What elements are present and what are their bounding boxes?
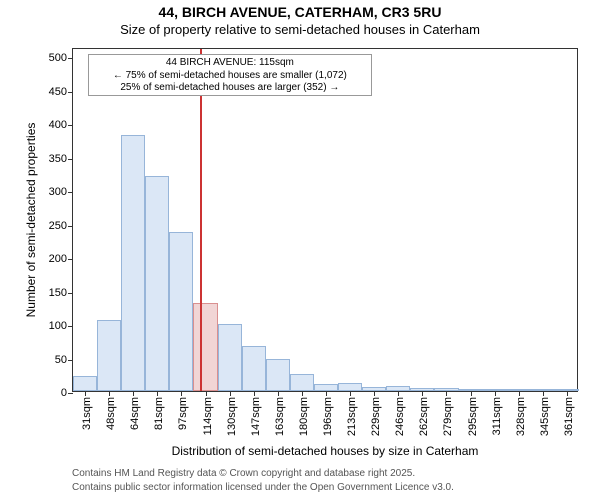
histogram-bar <box>218 324 242 391</box>
annotation-line: ← 75% of semi-detached houses are smalle… <box>92 70 367 83</box>
histogram-bar <box>145 176 169 392</box>
annotation-box: 44 BIRCH AVENUE: 115sqm← 75% of semi-det… <box>88 54 371 96</box>
x-axis-label: Distribution of semi-detached houses by … <box>72 444 578 458</box>
histogram-bar <box>242 346 266 392</box>
xtick-label: 147sqm <box>250 397 262 436</box>
xtick-mark <box>567 391 568 396</box>
xtick-label: 130sqm <box>226 397 238 436</box>
xtick-mark <box>495 391 496 396</box>
histogram-bar <box>338 383 362 391</box>
histogram-bar <box>97 320 121 391</box>
xtick-mark <box>133 391 134 396</box>
histogram-bar <box>290 374 314 391</box>
xtick-label: 345sqm <box>539 397 551 436</box>
xtick-mark <box>230 391 231 396</box>
xtick-mark <box>471 391 472 396</box>
plot-area: 05010015020025030035040045050031sqm48sqm… <box>72 48 578 392</box>
xtick-label: 163sqm <box>274 397 286 436</box>
ytick-label: 150 <box>49 287 73 299</box>
xtick-label: 279sqm <box>442 397 454 436</box>
ytick-label: 250 <box>49 220 73 232</box>
xtick-mark <box>109 391 110 396</box>
reference-line <box>200 49 202 391</box>
xtick-label: 196sqm <box>322 397 334 436</box>
xtick-label: 311sqm <box>491 397 503 435</box>
xtick-mark <box>422 391 423 396</box>
xtick-label: 48sqm <box>105 397 117 430</box>
xtick-label: 114sqm <box>202 397 214 435</box>
xtick-mark <box>157 391 158 396</box>
xtick-label: 64sqm <box>129 397 141 430</box>
ytick-label: 450 <box>49 86 73 98</box>
xtick-mark <box>374 391 375 396</box>
histogram-bar <box>121 135 145 391</box>
xtick-mark <box>302 391 303 396</box>
xtick-label: 262sqm <box>418 397 430 436</box>
xtick-mark <box>326 391 327 396</box>
ytick-label: 300 <box>49 186 73 198</box>
xtick-mark <box>181 391 182 396</box>
xtick-mark <box>278 391 279 396</box>
xtick-label: 31sqm <box>81 397 93 430</box>
ytick-label: 500 <box>49 52 73 64</box>
xtick-label: 213sqm <box>346 397 358 436</box>
xtick-mark <box>254 391 255 396</box>
chart-container: 44, BIRCH AVENUE, CATERHAM, CR3 5RU Size… <box>0 0 600 500</box>
xtick-mark <box>85 391 86 396</box>
footer-line2: Contains public sector information licen… <box>72 482 454 493</box>
xtick-label: 295sqm <box>467 397 479 436</box>
ytick-label: 200 <box>49 253 73 265</box>
xtick-label: 180sqm <box>298 397 310 436</box>
xtick-label: 328sqm <box>515 397 527 436</box>
xtick-label: 97sqm <box>177 397 189 430</box>
chart-title-line2: Size of property relative to semi-detach… <box>0 22 600 37</box>
ytick-label: 50 <box>55 354 73 366</box>
xtick-mark <box>206 391 207 396</box>
histogram-bar <box>314 384 338 391</box>
chart-title-line1: 44, BIRCH AVENUE, CATERHAM, CR3 5RU <box>0 4 600 20</box>
annotation-line: 44 BIRCH AVENUE: 115sqm <box>92 57 367 70</box>
xtick-mark <box>543 391 544 396</box>
xtick-mark <box>519 391 520 396</box>
y-axis-label: Number of semi-detached properties <box>24 123 38 318</box>
histogram-bar <box>169 232 193 391</box>
xtick-mark <box>398 391 399 396</box>
footer-line1: Contains HM Land Registry data © Crown c… <box>72 468 415 479</box>
xtick-mark <box>350 391 351 396</box>
ytick-label: 350 <box>49 153 73 165</box>
xtick-mark <box>446 391 447 396</box>
annotation-line: 25% of semi-detached houses are larger (… <box>92 82 367 95</box>
histogram-bar <box>266 359 290 391</box>
xtick-label: 361sqm <box>563 397 575 436</box>
ytick-label: 0 <box>61 387 73 399</box>
histogram-bar <box>73 376 97 391</box>
xtick-label: 229sqm <box>370 397 382 436</box>
xtick-label: 81sqm <box>153 397 165 430</box>
xtick-label: 246sqm <box>394 397 406 436</box>
histogram-bar <box>193 303 217 391</box>
ytick-label: 400 <box>49 119 73 131</box>
ytick-label: 100 <box>49 320 73 332</box>
